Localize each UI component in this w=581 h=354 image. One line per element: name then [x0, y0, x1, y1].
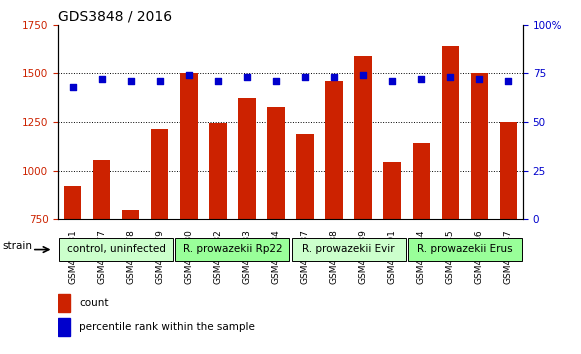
FancyBboxPatch shape: [59, 239, 173, 261]
Text: GDS3848 / 2016: GDS3848 / 2016: [58, 10, 172, 24]
Bar: [354, 56, 372, 219]
Point: [417, 76, 426, 82]
Bar: [442, 46, 459, 219]
Bar: [500, 122, 517, 219]
Point: [329, 75, 339, 80]
Bar: [471, 73, 488, 219]
Point: [504, 79, 513, 84]
Bar: [58, 318, 70, 336]
Bar: [58, 295, 70, 312]
Text: R. prowazekii Erus: R. prowazekii Erus: [417, 244, 512, 254]
Point: [300, 75, 310, 80]
Text: control, uninfected: control, uninfected: [67, 244, 166, 254]
Bar: [383, 162, 401, 219]
Point: [475, 76, 484, 82]
Point: [358, 73, 368, 78]
Point: [184, 73, 193, 78]
Point: [213, 79, 223, 84]
Point: [155, 79, 164, 84]
Bar: [64, 186, 81, 219]
Bar: [93, 160, 110, 219]
FancyBboxPatch shape: [292, 239, 406, 261]
Bar: [180, 73, 198, 219]
Bar: [267, 107, 285, 219]
Point: [388, 79, 397, 84]
Bar: [151, 129, 168, 219]
Bar: [413, 143, 430, 219]
Text: percentile rank within the sample: percentile rank within the sample: [79, 322, 255, 332]
Text: R. prowazekii Evir: R. prowazekii Evir: [302, 244, 395, 254]
Point: [242, 75, 252, 80]
Point: [97, 76, 106, 82]
Text: R. prowazekii Rp22: R. prowazekii Rp22: [182, 244, 282, 254]
Bar: [325, 81, 343, 219]
FancyBboxPatch shape: [408, 239, 522, 261]
Point: [271, 79, 281, 84]
Point: [126, 79, 135, 84]
Bar: [296, 134, 314, 219]
Text: count: count: [79, 298, 109, 308]
Bar: [122, 210, 139, 219]
Point: [68, 84, 77, 90]
Point: [446, 75, 455, 80]
FancyBboxPatch shape: [175, 239, 289, 261]
Text: strain: strain: [3, 241, 33, 251]
Bar: [238, 98, 256, 219]
Bar: [209, 123, 227, 219]
